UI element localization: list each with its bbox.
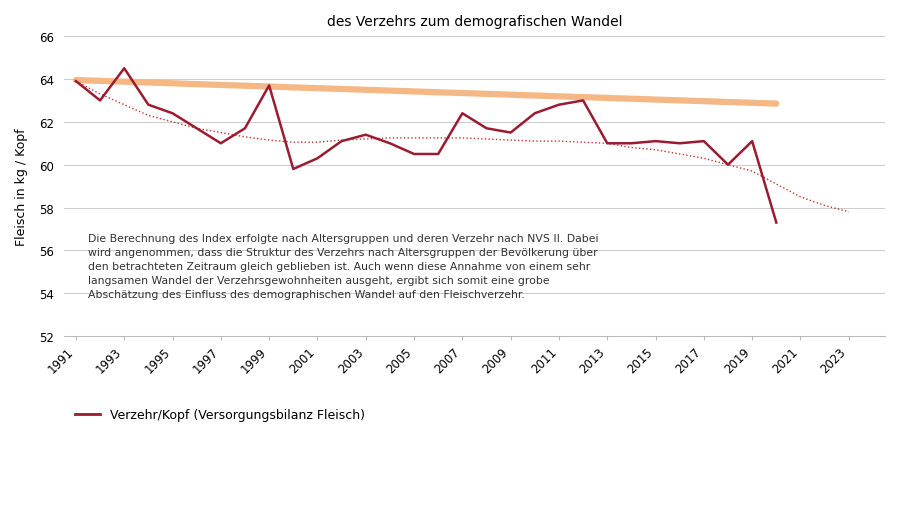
Title: des Verzehrs zum demografischen Wandel: des Verzehrs zum demografischen Wandel (327, 15, 622, 29)
Text: Die Berechnung des Index erfolgte nach Altersgruppen und deren Verzehr nach NVS : Die Berechnung des Index erfolgte nach A… (88, 234, 599, 299)
Y-axis label: Fleisch in kg / Kopf: Fleisch in kg / Kopf (15, 128, 28, 245)
Legend: Verzehr/Kopf (Versorgungsbilanz Fleisch): Verzehr/Kopf (Versorgungsbilanz Fleisch) (70, 403, 370, 426)
